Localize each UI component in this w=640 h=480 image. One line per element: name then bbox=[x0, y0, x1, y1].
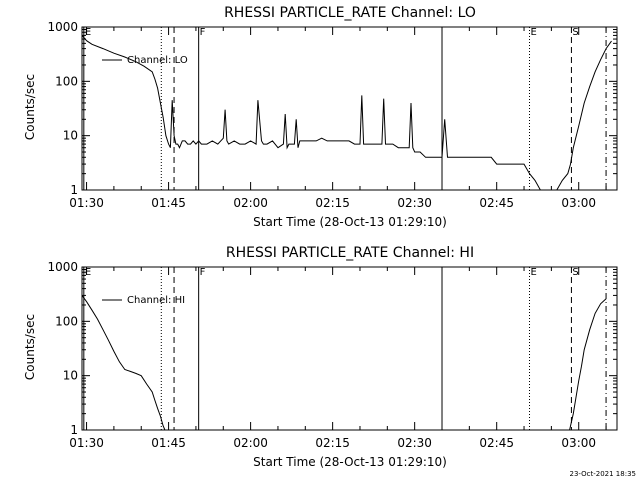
x-tick-label-lo: 02:45 bbox=[479, 196, 514, 210]
x-axis-label-hi: Start Time (28-Oct-13 01:29:10) bbox=[253, 455, 447, 469]
y-tick-label-lo: 10 bbox=[63, 129, 78, 143]
event-flag-hi: E bbox=[531, 267, 537, 278]
x-tick-label-lo: 03:00 bbox=[561, 196, 596, 210]
x-tick-label-hi: 01:45 bbox=[151, 436, 186, 450]
event-flag-hi: E bbox=[85, 267, 91, 278]
x-tick-label-hi: 02:45 bbox=[479, 436, 514, 450]
event-flag-lo: S bbox=[572, 27, 578, 38]
chart-title-hi: RHESSI PARTICLE_RATE Channel: HI bbox=[226, 245, 474, 261]
y-tick-label-lo: 1 bbox=[70, 183, 78, 197]
series-line-lo bbox=[81, 35, 612, 191]
event-flag-lo: E bbox=[85, 27, 91, 38]
x-tick-label-lo: 01:45 bbox=[151, 196, 186, 210]
event-flag-lo: E bbox=[531, 27, 537, 38]
x-tick-label-lo: 01:30 bbox=[69, 196, 104, 210]
x-tick-label-hi: 03:00 bbox=[561, 436, 596, 450]
x-tick-label-lo: 02:15 bbox=[315, 196, 350, 210]
x-tick-label-hi: 02:30 bbox=[397, 436, 432, 450]
x-tick-label-lo: 02:30 bbox=[397, 196, 432, 210]
series-line-hi bbox=[81, 295, 607, 431]
x-tick-label-hi: 02:00 bbox=[233, 436, 268, 450]
event-flag-hi: F bbox=[200, 267, 206, 278]
y-tick-label-hi: 100 bbox=[55, 314, 78, 328]
plot-frame-lo bbox=[81, 26, 618, 191]
x-tick-label-lo: 02:00 bbox=[233, 196, 268, 210]
chart-title-lo: RHESSI PARTICLE_RATE Channel: LO bbox=[224, 5, 476, 21]
x-axis-label-lo: Start Time (28-Oct-13 01:29:10) bbox=[253, 215, 447, 229]
plot-area-hi: 1 10 100 1000 01:30 01:45 02:00 02:15 02:30 02:45… bbox=[47, 260, 618, 450]
footer-timestamp: 23-Oct-2021 18:35 bbox=[570, 470, 636, 478]
y-tick-label-hi: 1 bbox=[70, 423, 78, 437]
legend-label-hi: Channel: HI bbox=[127, 295, 185, 306]
event-flag-hi: S bbox=[572, 267, 578, 278]
plot-frame-hi bbox=[81, 266, 618, 431]
x-tick-label-hi: 02:15 bbox=[315, 436, 350, 450]
y-tick-label-hi: 1000 bbox=[47, 260, 78, 274]
x-tick-label-hi: 01:30 bbox=[69, 436, 104, 450]
plot-area-lo: 1 10 100 1000 01:30 01:45 02:00 02:15 02:30 02:45… bbox=[47, 20, 618, 210]
y-axis-label-hi: Counts/sec bbox=[23, 314, 37, 380]
y-axis-label-lo: Counts/sec bbox=[23, 74, 37, 140]
event-flag-lo: F bbox=[200, 27, 206, 38]
y-tick-label-hi: 10 bbox=[63, 369, 78, 383]
legend-label-lo: Channel: LO bbox=[127, 55, 188, 66]
y-tick-label-lo: 1000 bbox=[47, 20, 78, 34]
y-tick-label-lo: 100 bbox=[55, 74, 78, 88]
